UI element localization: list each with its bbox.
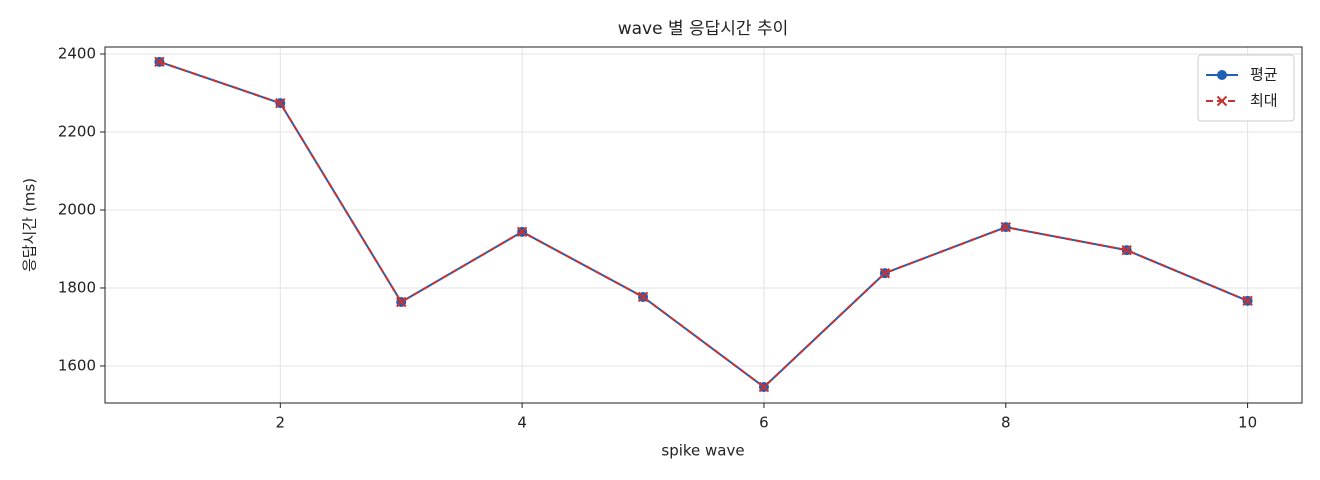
marker (879, 267, 891, 279)
x-tick-label: 2 (276, 414, 286, 432)
marker (758, 381, 770, 393)
marker (1121, 244, 1132, 256)
marker (396, 296, 407, 308)
marker (516, 226, 528, 238)
plot-frame (104, 46, 1303, 404)
chart-title: wave 별 응답시간 추이 (618, 19, 789, 39)
y-tick-label: 2000 (58, 200, 96, 218)
marker (637, 291, 649, 303)
marker (154, 56, 165, 68)
marker (1216, 95, 1228, 107)
marker (1000, 221, 1011, 233)
x-tick-label: 10 (1238, 414, 1257, 432)
y-axis-label: 응답시간 (ms) (21, 178, 39, 272)
y-tick-label: 2200 (58, 123, 96, 141)
marker (1242, 295, 1253, 307)
y-tick-label: 1600 (58, 356, 96, 374)
marker (1217, 70, 1227, 80)
x-axis-label: spike wave (661, 442, 744, 460)
line (159, 60, 1248, 389)
y-tick-label: 2400 (58, 45, 96, 63)
y-tick-label: 1800 (58, 278, 96, 296)
x-tick-label: 8 (1001, 414, 1011, 432)
x-tick-label: 6 (759, 414, 769, 432)
legend-label: 최대 (1250, 92, 1278, 110)
legend-box (1197, 54, 1295, 122)
line (159, 60, 1248, 389)
marker (275, 97, 286, 109)
x-tick-label: 4 (517, 414, 527, 432)
legend-label: 평균 (1250, 66, 1278, 84)
